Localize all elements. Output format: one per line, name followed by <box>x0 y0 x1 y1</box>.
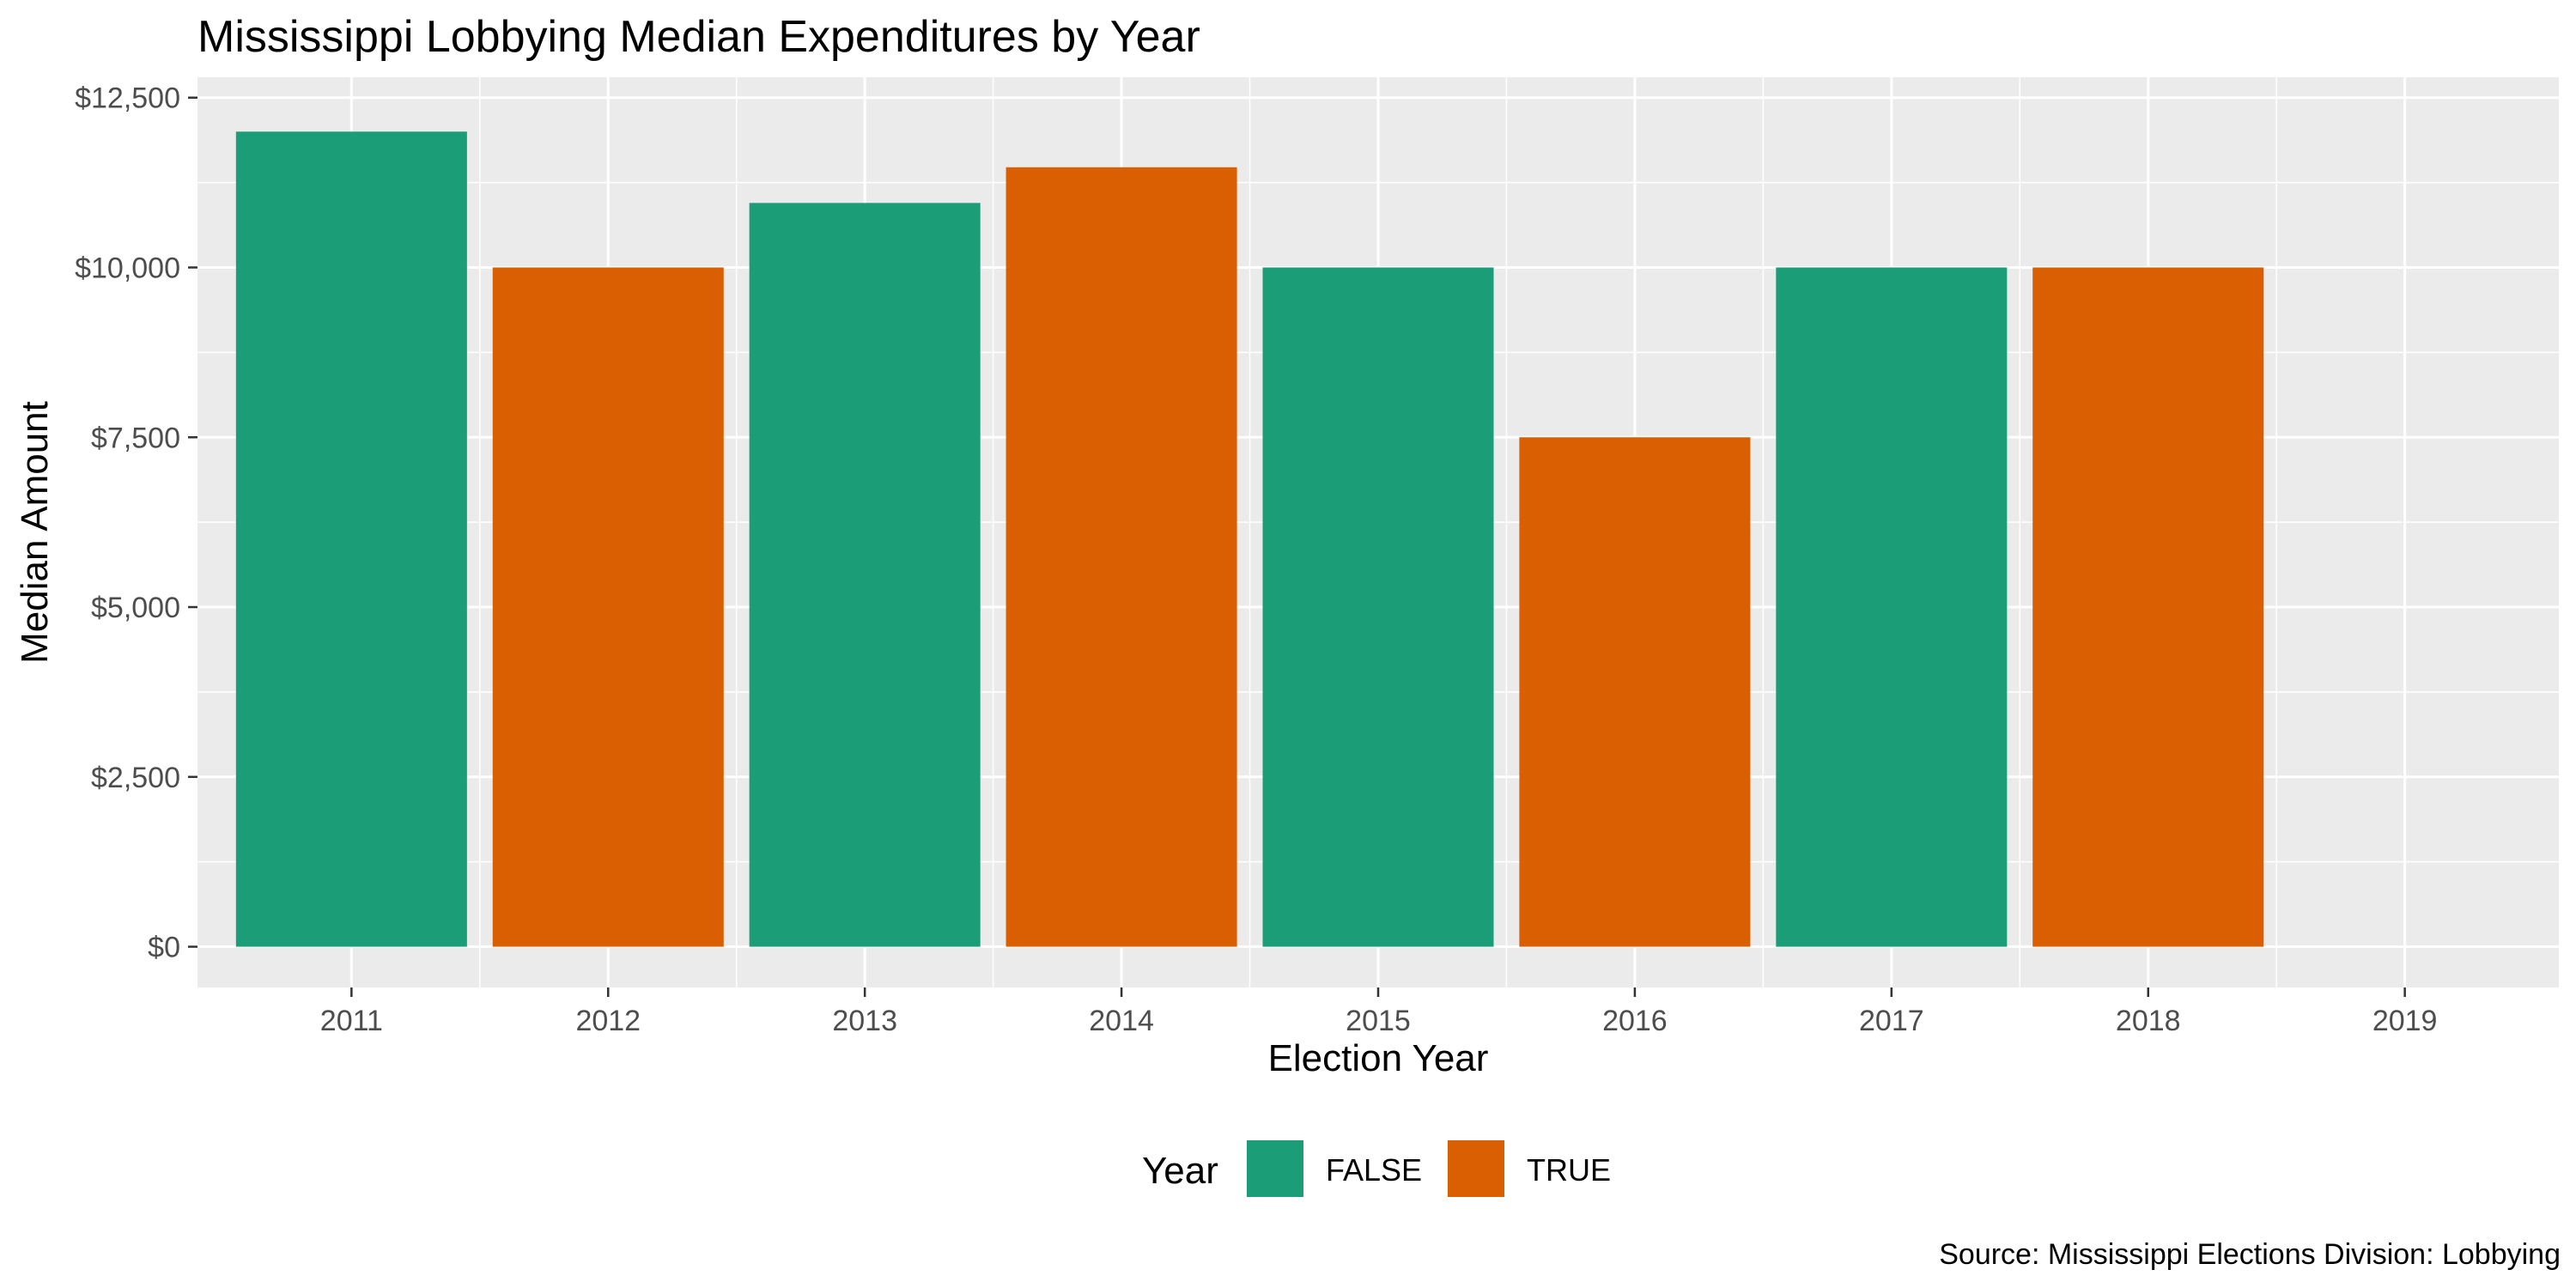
y-tick-label: $7,500 <box>91 422 180 454</box>
y-tick-label: $5,000 <box>91 592 180 624</box>
bar-2016 <box>1519 437 1751 947</box>
x-tick-label: 2017 <box>1859 1005 1924 1037</box>
bar-2015 <box>1262 267 1494 947</box>
y-axis: $0 $2,500 $5,000 $7,500 $10,000 $12,500 <box>75 82 197 964</box>
x-axis-title: Election Year <box>1268 1037 1489 1079</box>
y-tick-label: $2,500 <box>91 762 180 794</box>
legend-title: Year <box>1142 1150 1218 1192</box>
bar-2012 <box>492 267 724 947</box>
legend: Year FALSE TRUE <box>1142 1140 1611 1197</box>
x-tick-label: 2011 <box>320 1005 383 1037</box>
bars <box>235 131 2264 947</box>
x-tick-label: 2016 <box>1602 1005 1668 1037</box>
bar-2011 <box>235 131 467 947</box>
x-axis: 2011 2012 2013 2014 2015 2016 2017 2018 2019 <box>320 987 2438 1037</box>
y-axis-title: Median Amount <box>14 401 56 664</box>
legend-label-true: TRUE <box>1527 1152 1611 1188</box>
bar-2014 <box>1005 167 1237 947</box>
x-tick-label: 2012 <box>575 1005 641 1037</box>
x-tick-label: 2018 <box>2116 1005 2181 1037</box>
legend-key-false <box>1247 1140 1303 1197</box>
x-tick-label: 2014 <box>1089 1005 1154 1037</box>
bar-2017 <box>1776 267 2008 947</box>
y-tick-label: $12,500 <box>75 82 180 115</box>
y-tick-label: $10,000 <box>75 252 180 284</box>
bar-2018 <box>2032 267 2264 947</box>
x-tick-label: 2019 <box>2372 1005 2438 1037</box>
legend-key-true <box>1448 1140 1504 1197</box>
x-tick-label: 2015 <box>1346 1005 1411 1037</box>
legend-label-false: FALSE <box>1326 1152 1422 1188</box>
x-tick-label: 2013 <box>832 1005 897 1037</box>
chart-caption: Source: Mississippi Elections Division: … <box>1939 1238 2561 1271</box>
chart-title: Mississippi Lobbying Median Expenditures… <box>197 12 1200 62</box>
bar-2013 <box>749 203 981 947</box>
y-tick-label: $0 <box>148 932 180 964</box>
